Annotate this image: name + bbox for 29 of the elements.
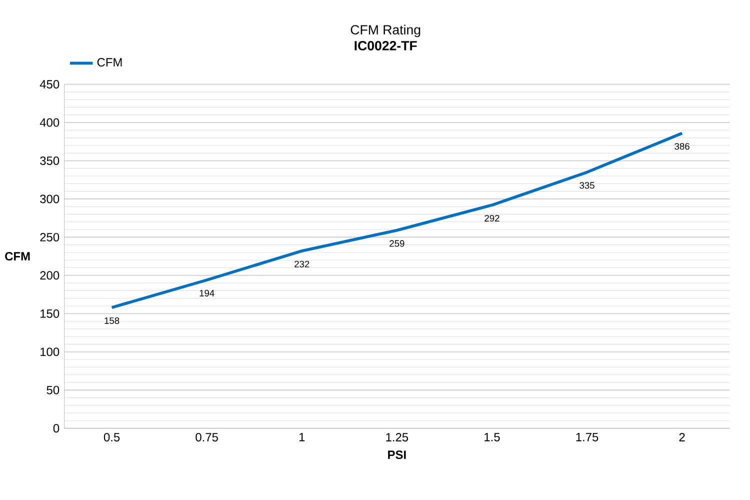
y-tick-label: 400 (40, 118, 60, 127)
y-tick-label: 150 (40, 309, 60, 318)
y-tick-label: 0 (53, 424, 60, 432)
legend-label: CFM (97, 58, 122, 66)
x-tick-label: 1.75 (576, 432, 598, 442)
x-tick-label: 2 (679, 432, 685, 442)
data-label: 259 (390, 240, 404, 247)
y-tick-label: 100 (40, 348, 60, 356)
y-tick-label: 450 (40, 80, 60, 88)
x-tick-label: 1 (299, 432, 305, 442)
y-tick-label: 200 (40, 271, 60, 280)
chart-title: CFM Rating (350, 24, 420, 38)
y-axis-title: CFM (5, 252, 30, 260)
x-tick-label: 0.5 (104, 432, 120, 442)
y-tick-label: 300 (40, 194, 60, 204)
data-label: 292 (484, 214, 500, 222)
data-label: 232 (294, 260, 310, 268)
x-tick-label: 1.5 (484, 432, 500, 442)
x-axis-title: PSI (388, 450, 406, 459)
y-tick-label: 250 (40, 232, 60, 242)
y-tick-label: 50 (46, 386, 60, 394)
data-label: 335 (580, 182, 594, 189)
data-label: 158 (104, 317, 120, 324)
data-label: 386 (674, 143, 690, 150)
data-label: 194 (200, 290, 214, 296)
x-tick-label: 0.75 (196, 432, 218, 442)
chart-subtitle: IC0022-TF (354, 40, 417, 50)
y-tick-label: 350 (40, 156, 60, 165)
x-tick-label: 1.25 (386, 432, 408, 442)
